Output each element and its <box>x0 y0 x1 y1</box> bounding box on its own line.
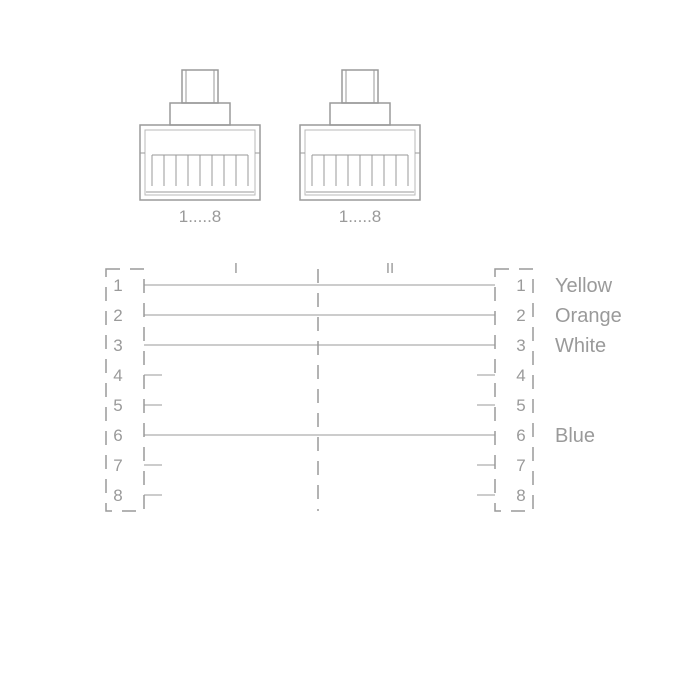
left-pin-1: 1 <box>113 276 122 295</box>
left-pin-7: 7 <box>113 456 122 475</box>
section-label-I: I <box>234 260 238 277</box>
left-pin-8: 8 <box>113 486 122 505</box>
connector-pin-range-label: 1.....8 <box>179 207 222 226</box>
color-label-blue: Blue <box>555 425 595 447</box>
wiring-diagram: 1.....81.....8III1122334455667788YellowO… <box>0 0 700 700</box>
right-pin-6: 6 <box>516 426 525 445</box>
right-pin-7: 7 <box>516 456 525 475</box>
right-pin-5: 5 <box>516 396 525 415</box>
color-label-white: White <box>555 335 606 357</box>
connector-pin-range-label: 1.....8 <box>339 207 382 226</box>
right-pin-1: 1 <box>516 276 525 295</box>
section-label-II: II <box>386 260 394 277</box>
left-pin-6: 6 <box>113 426 122 445</box>
right-pin-2: 2 <box>516 306 525 325</box>
left-pin-5: 5 <box>113 396 122 415</box>
right-pin-box <box>495 269 533 511</box>
rj45-connector <box>140 70 260 200</box>
left-pin-box <box>106 269 144 511</box>
right-pin-4: 4 <box>516 366 525 385</box>
left-pin-4: 4 <box>113 366 122 385</box>
color-label-orange: Orange <box>555 305 622 327</box>
rj45-connector <box>300 70 420 200</box>
right-pin-3: 3 <box>516 336 525 355</box>
left-pin-2: 2 <box>113 306 122 325</box>
color-label-yellow: Yellow <box>555 275 613 297</box>
right-pin-8: 8 <box>516 486 525 505</box>
left-pin-3: 3 <box>113 336 122 355</box>
